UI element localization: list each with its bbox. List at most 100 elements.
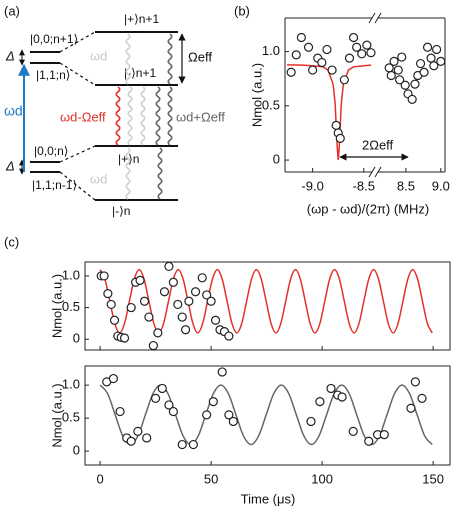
y-tick-label: 0 <box>73 443 80 458</box>
connector <box>59 62 96 86</box>
data-point <box>126 436 136 446</box>
data-point <box>202 290 212 300</box>
data-point <box>379 430 389 440</box>
state-label: |0,0;n⟩ <box>34 144 69 158</box>
y-tick-label: 0.5 <box>62 299 80 314</box>
data-point <box>422 42 433 52</box>
drive-label: ωd <box>90 171 107 186</box>
data-point <box>197 273 207 283</box>
y-tick-label: 1.0 <box>62 267 80 282</box>
fit-line <box>99 384 433 446</box>
plot-frame <box>84 365 451 466</box>
axis-break <box>368 166 376 178</box>
data-point <box>335 133 345 143</box>
data-point <box>322 44 332 55</box>
y-tick-label: 0.5 <box>262 97 280 112</box>
connector <box>59 31 96 53</box>
data-point <box>339 75 349 85</box>
x-tick-label: -9.0 <box>301 178 323 193</box>
x-tick-label: 100 <box>311 471 333 486</box>
data-point <box>210 315 221 325</box>
x-axis-label: Time (μs) <box>241 491 296 506</box>
data-point <box>315 397 325 407</box>
connector <box>59 145 96 163</box>
data-point <box>99 271 109 281</box>
data-point <box>366 48 376 58</box>
data-point <box>393 65 403 75</box>
x-axis-label: (ωp - ωd)/(2π) (MHz) <box>307 201 429 216</box>
data-point <box>208 397 218 407</box>
y-tick-label: 0 <box>273 152 280 167</box>
transition-wave <box>127 86 133 146</box>
data-point <box>188 439 198 450</box>
transition-label: ωd-Ωeff <box>60 109 106 124</box>
data-point <box>164 400 174 410</box>
data-point <box>406 403 416 413</box>
data-point <box>357 49 367 59</box>
state-label: |-⟩n <box>112 204 130 218</box>
fit-line <box>287 64 372 161</box>
state-label: |1,1;n⟩ <box>36 68 71 82</box>
transition-wave <box>167 33 173 85</box>
data-point <box>144 312 154 322</box>
data-point <box>184 296 194 306</box>
transition-wave <box>155 86 161 146</box>
detuning-label: Δ <box>5 48 15 63</box>
data-point <box>344 53 355 63</box>
chart: 0 0.5 1.0 0 50 100 150 Nmol (a.u.) Time (μs) <box>49 365 451 506</box>
data-point <box>133 426 143 436</box>
y-axis-label: Nmol (a.u.) <box>49 383 64 447</box>
state-label: |+⟩n+1 <box>124 12 159 26</box>
y-tick-label: 0 <box>73 331 80 346</box>
data-point <box>190 287 201 297</box>
transition-wave <box>115 86 121 146</box>
y-axis-label: Nmol (a.u.) <box>49 274 64 338</box>
data-point <box>228 416 238 427</box>
data-point <box>168 277 178 287</box>
data-point <box>364 436 374 446</box>
data-point <box>303 42 314 52</box>
transition-wave <box>157 147 163 200</box>
data-point <box>415 58 426 69</box>
transition-wave <box>167 86 173 146</box>
drive-arrow-label: ωd <box>4 103 23 119</box>
x-tick-label: 50 <box>204 471 218 486</box>
transition-wave <box>125 33 131 85</box>
data-point <box>157 383 167 394</box>
data-point <box>326 383 336 394</box>
data-point <box>286 67 296 77</box>
data-point <box>148 340 158 351</box>
x-tick-label: 8.5 <box>397 178 415 193</box>
data-point <box>327 65 337 75</box>
transition-wave <box>125 147 131 200</box>
data-point <box>410 79 420 89</box>
y-tick-label: 1.0 <box>262 43 280 58</box>
transition-wave <box>140 86 146 146</box>
data-point <box>419 67 429 77</box>
data-point <box>151 393 161 403</box>
data-point <box>400 80 410 90</box>
data-point <box>386 70 396 81</box>
data-point <box>224 331 234 341</box>
chart: (b) -9.0 -8.5 8.5 9.0 0 0.5 1.0 Nmol (a.u.) (ωp -… <box>234 3 450 216</box>
data-point <box>106 299 116 310</box>
data-point <box>348 426 358 436</box>
panel-label: (c) <box>4 234 19 249</box>
data-point <box>202 410 212 420</box>
data-point <box>206 296 216 306</box>
data-point <box>164 261 174 272</box>
data-point <box>389 56 399 66</box>
x-tick-label: 0 <box>96 471 103 486</box>
axis-break <box>374 166 382 178</box>
data-point <box>352 42 362 52</box>
data-point <box>173 299 183 310</box>
x-tick-label: -8.5 <box>353 178 375 193</box>
data-point <box>153 328 163 338</box>
level-diagram: (a) |0,0;n+1⟩ |1,1;n⟩ |+⟩n+1 |-⟩n+1 Ωeff… <box>4 3 225 218</box>
data-point <box>426 53 436 63</box>
state-label: |0,0;n+1⟩ <box>30 32 78 46</box>
annotation: 2Ωeff <box>362 137 394 152</box>
data-point <box>337 392 347 402</box>
data-point <box>224 410 234 420</box>
y-axis-label: Nmol (a.u.) <box>249 63 264 127</box>
